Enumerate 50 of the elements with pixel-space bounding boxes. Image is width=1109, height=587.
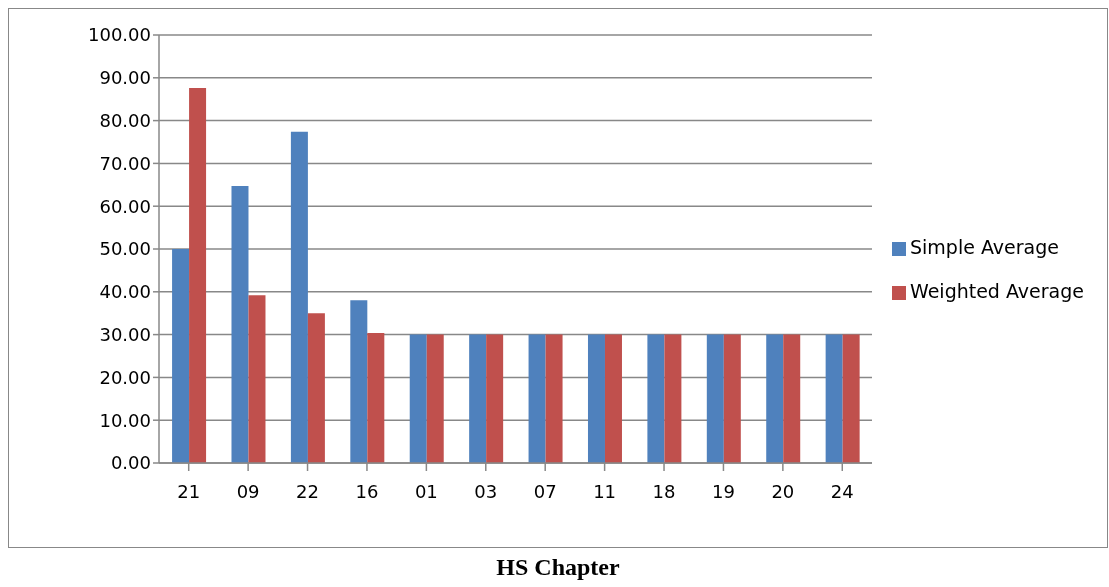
x-tick-label: 16 <box>355 480 379 502</box>
x-tick-label: 21 <box>177 480 201 502</box>
y-tick-label: 30.00 <box>99 323 151 345</box>
y-tick-label: 10.00 <box>99 409 151 431</box>
bar <box>604 334 622 463</box>
bar <box>409 334 427 463</box>
legend-label: Weighted Average <box>909 280 1084 302</box>
y-tick-label: 60.00 <box>99 195 151 217</box>
bar <box>647 334 665 463</box>
y-tick-label: 90.00 <box>99 67 151 89</box>
x-tick-label: 03 <box>474 480 498 502</box>
y-tick-label: 100.00 <box>88 24 151 46</box>
bar <box>528 334 546 463</box>
bar <box>189 88 207 463</box>
bar <box>664 334 682 463</box>
bar <box>766 334 784 463</box>
y-tick-label: 20.00 <box>99 366 151 388</box>
x-tick-label: 24 <box>830 480 854 502</box>
x-tick-label: 20 <box>771 480 795 502</box>
y-tick-label: 0.00 <box>110 452 151 474</box>
bar <box>706 334 724 463</box>
bar <box>587 334 605 463</box>
y-tick-label: 50.00 <box>99 238 151 260</box>
y-tick-label: 70.00 <box>99 152 151 174</box>
x-tick-label: 01 <box>414 480 438 502</box>
bar <box>290 131 308 463</box>
bar <box>248 295 266 463</box>
y-tick-label: 40.00 <box>99 281 151 303</box>
x-tick-label: 22 <box>296 480 319 502</box>
bar <box>783 334 801 463</box>
x-tick-label: 19 <box>711 480 735 502</box>
x-tick-label: 11 <box>593 480 617 502</box>
x-tick-label: 07 <box>533 480 557 502</box>
x-axis-title: HS Chapter <box>495 553 621 581</box>
bar <box>367 332 385 463</box>
bar <box>350 300 368 463</box>
bar <box>172 249 190 463</box>
bar <box>469 334 487 463</box>
bar <box>426 334 444 463</box>
legend-label: Simple Average <box>909 236 1059 258</box>
bar <box>545 334 563 463</box>
bar <box>723 334 741 463</box>
bar <box>231 186 249 463</box>
bar <box>486 334 504 463</box>
y-tick-label: 80.00 <box>99 109 151 131</box>
bar <box>825 334 843 463</box>
x-tick-label: 18 <box>652 480 676 502</box>
x-tick-label: 09 <box>236 480 260 502</box>
bar <box>842 334 860 463</box>
bar <box>307 313 325 463</box>
